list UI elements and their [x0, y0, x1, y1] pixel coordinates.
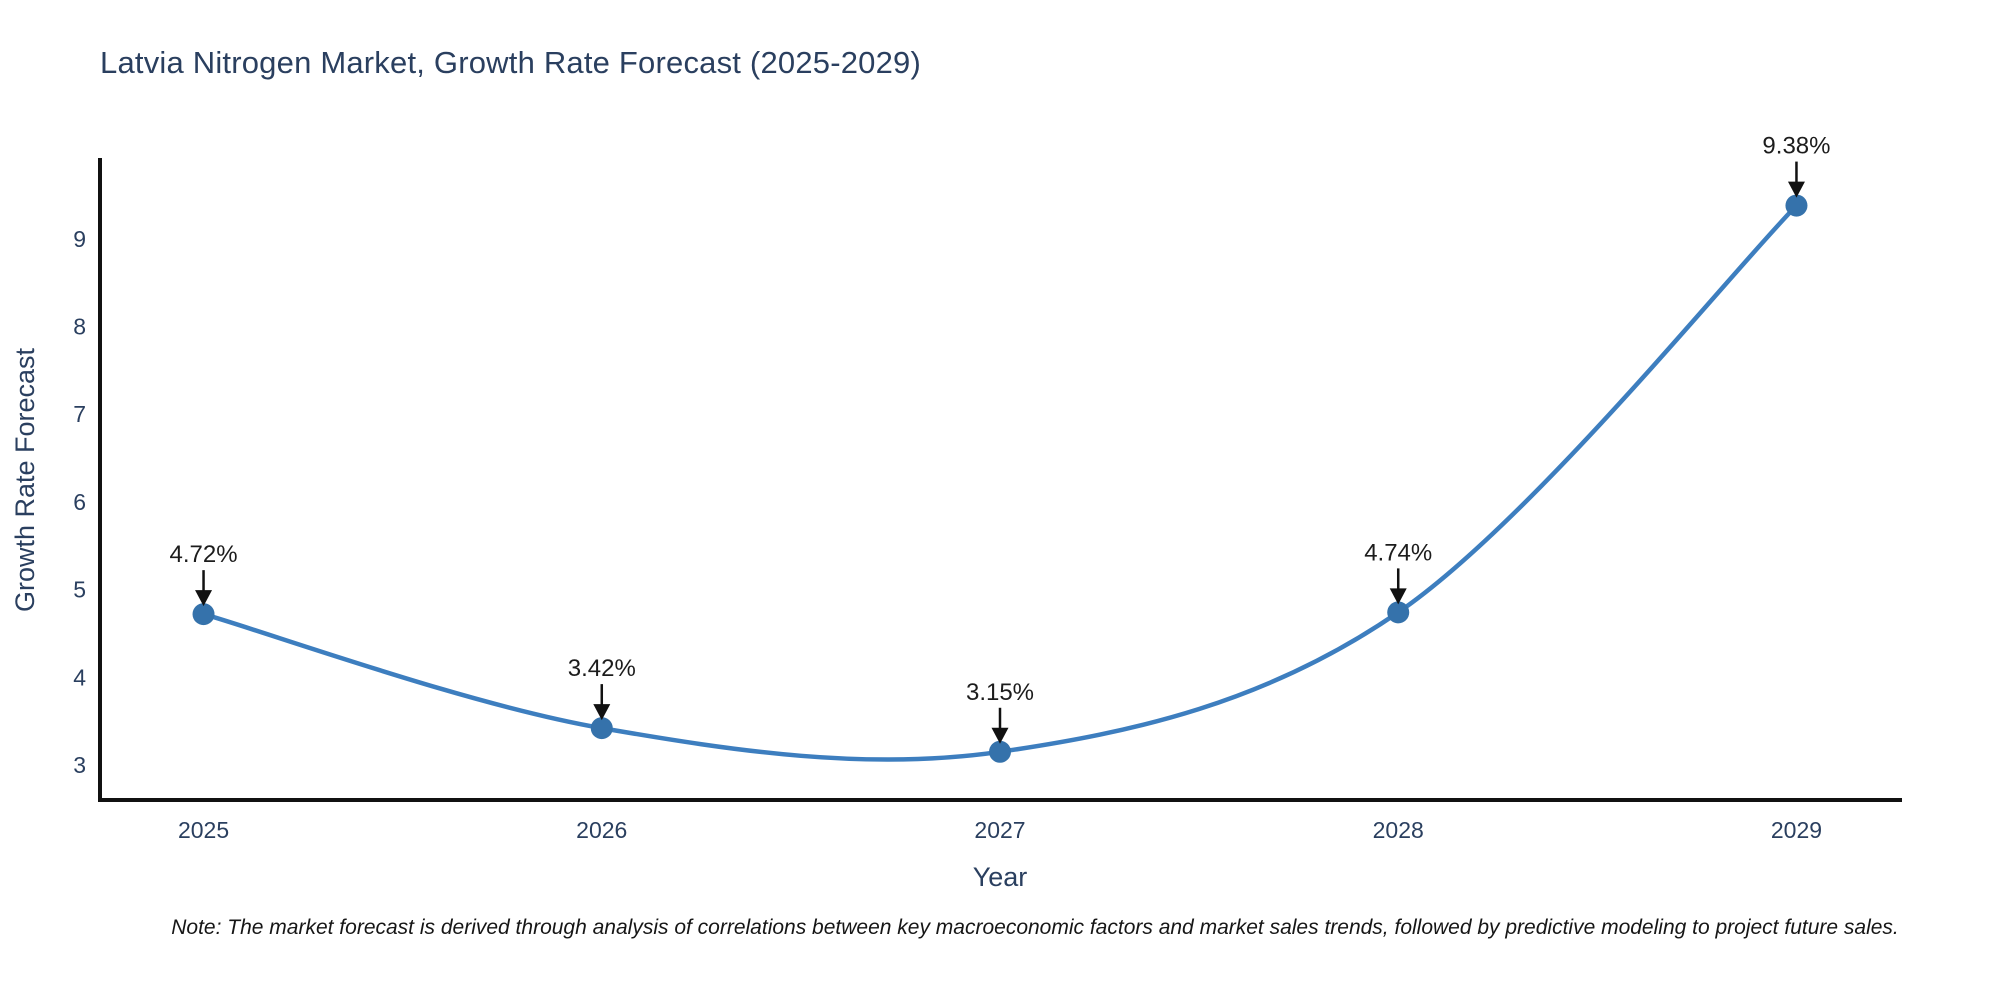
data-point-marker[interactable]: [1387, 601, 1410, 624]
x-tick-label: 2025: [178, 817, 229, 843]
data-point-label: 3.42%: [568, 655, 636, 682]
data-point-label: 9.38%: [1762, 133, 1830, 160]
y-tick-label: 4: [73, 664, 86, 690]
chart-title: Latvia Nitrogen Market, Growth Rate Fore…: [100, 45, 922, 80]
y-tick-label: 6: [73, 489, 86, 515]
x-tick-label: 2028: [1373, 817, 1424, 843]
data-point-label: 4.72%: [170, 541, 238, 568]
annotation-arrowhead-icon: [195, 590, 213, 607]
y-tick-label: 8: [73, 314, 86, 340]
footnote: Note: The market forecast is derived thr…: [171, 916, 1899, 939]
y-axis-title: Growth Rate Forecast: [10, 347, 40, 613]
annotation-arrowhead-icon: [593, 704, 611, 721]
x-tick-label: 2026: [576, 817, 627, 843]
y-tick-label: 3: [73, 752, 86, 778]
annotation-arrowhead-icon: [991, 727, 1009, 744]
annotation-arrowhead-icon: [1787, 181, 1805, 198]
data-point-label: 4.74%: [1364, 539, 1432, 566]
x-tick-label: 2029: [1771, 817, 1822, 843]
x-axis-title: Year: [972, 862, 1028, 892]
data-point-marker[interactable]: [1785, 194, 1808, 217]
data-point-label: 3.15%: [966, 679, 1034, 706]
forecast-line: [201, 203, 1799, 762]
data-point-marker[interactable]: [989, 740, 1011, 763]
data-point-marker[interactable]: [192, 603, 215, 626]
x-tick-label: 2027: [974, 817, 1025, 843]
y-tick-label: 9: [73, 226, 86, 252]
data-point-marker[interactable]: [590, 717, 613, 740]
annotation-arrowhead-icon: [1389, 588, 1407, 605]
y-tick-label: 7: [73, 401, 86, 427]
y-tick-label: 5: [73, 577, 86, 603]
